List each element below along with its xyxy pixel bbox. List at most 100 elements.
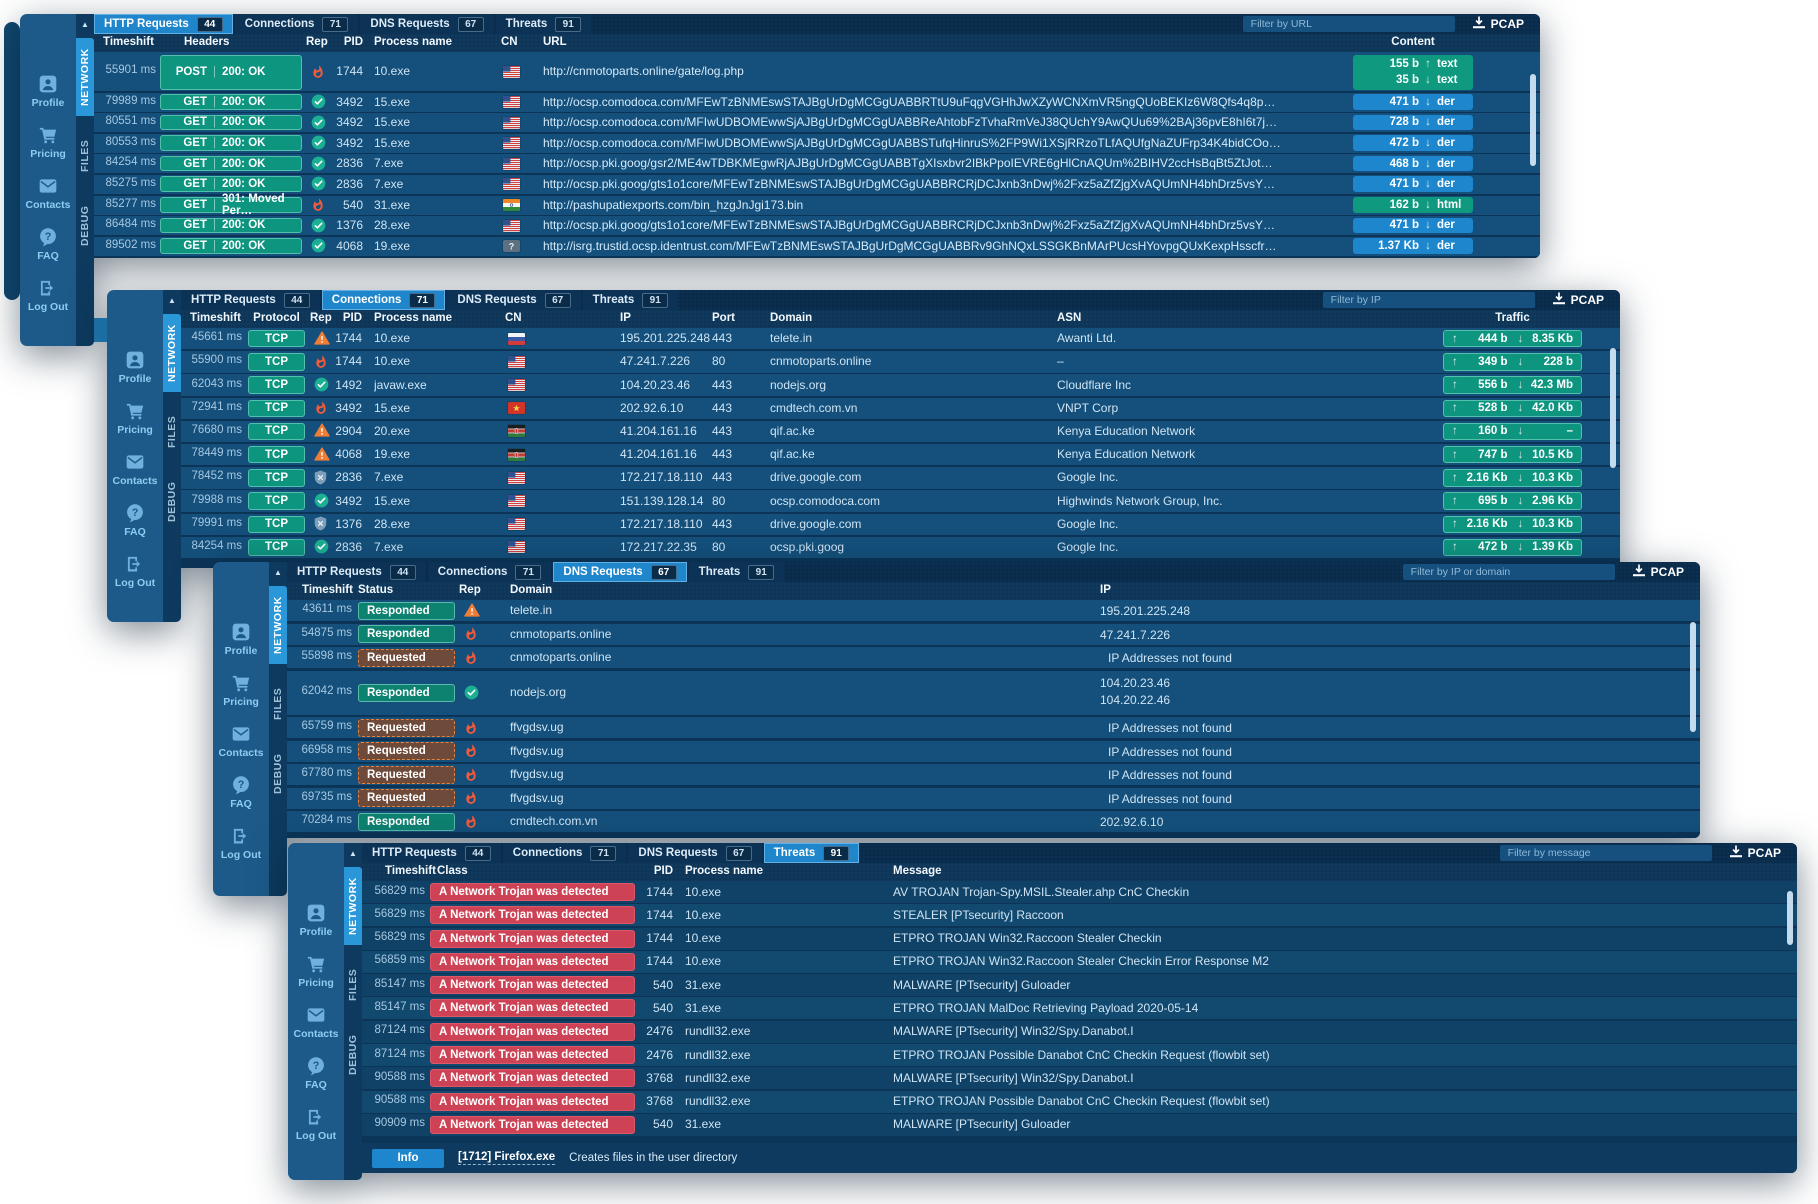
tab-threats[interactable]: Threats 91 bbox=[763, 843, 860, 863]
table-row[interactable]: 80551 ms GET | 200: OK 3492 15.exe http://ocsp… bbox=[94, 113, 1540, 133]
collapse-arrow-icon[interactable]: ▲ bbox=[168, 296, 176, 305]
sidebar-item-profile[interactable]: Profile bbox=[300, 903, 332, 938]
table-row[interactable]: 66958 ms Requested ffvgdsv.ug IP Addresses … bbox=[287, 740, 1700, 762]
sidebar-item-faq[interactable]: ? FAQ bbox=[305, 1056, 327, 1091]
sidebar-item-faq[interactable]: ? FAQ bbox=[230, 775, 252, 810]
sidebar-item-logout[interactable]: Log Out bbox=[115, 554, 155, 589]
table-row[interactable]: 86484 ms GET | 200: OK 1376 28.exe http://ocsp… bbox=[94, 216, 1540, 236]
table-row[interactable]: 84254 ms GET | 200: OK 2836 7.exe http://ocsp.… bbox=[94, 154, 1540, 174]
table-row[interactable]: 45661 ms TCP 1744 10.exe 195.201.225.248 443 t… bbox=[181, 328, 1620, 350]
tab-dns-requests[interactable]: DNS Requests 67 bbox=[553, 562, 687, 582]
tab-http-requests[interactable]: HTTP Requests 44 bbox=[287, 562, 426, 582]
tab-threats[interactable]: Threats 91 bbox=[495, 14, 592, 34]
filter-input[interactable] bbox=[1322, 292, 1535, 308]
table-row[interactable]: 54875 ms Responded cnmotoparts.online 47.24… bbox=[287, 623, 1700, 645]
section-tab-network[interactable]: NETWORK bbox=[344, 867, 362, 945]
section-tab-debug[interactable]: DEBUG bbox=[347, 1034, 359, 1076]
section-tab-files[interactable]: FILES bbox=[347, 968, 359, 1002]
sidebar-item-logout[interactable]: Log Out bbox=[28, 278, 68, 313]
table-row[interactable]: 56829 ms A Network Trojan was detected 174… bbox=[362, 881, 1797, 903]
section-tab-network[interactable]: NETWORK bbox=[269, 586, 287, 664]
table-row[interactable]: 85147 ms A Network Trojan was detected 540… bbox=[362, 997, 1797, 1020]
tab-dns-requests[interactable]: DNS Requests 67 bbox=[628, 843, 762, 863]
table-row[interactable]: 65759 ms Requested ffvgdsv.ug IP Addresses … bbox=[287, 717, 1700, 738]
table-row[interactable]: 89502 ms GET | 200: OK 4068 19.exe? http://isr… bbox=[94, 236, 1540, 256]
table-row[interactable]: 70284 ms Responded cmdtech.com.vn 202.92.6.… bbox=[287, 811, 1700, 832]
table-row[interactable]: 80553 ms GET | 200: OK 3492 15.exe http://ocsp… bbox=[94, 133, 1540, 153]
table-row[interactable]: 78449 ms TCP 4068 19.exe 41.204.161.16 443 qif… bbox=[181, 443, 1620, 466]
table-row[interactable]: 67780 ms Requested ffvgdsv.ug IP Addresses … bbox=[287, 764, 1700, 785]
collapse-arrow-icon[interactable]: ▲ bbox=[81, 20, 89, 29]
scrollbar-thumb[interactable] bbox=[1610, 348, 1616, 468]
info-button[interactable]: Info bbox=[372, 1148, 444, 1168]
table-row[interactable]: 72941 ms TCP 3492 15.exe 202.92.6.10 443 cmdte… bbox=[181, 397, 1620, 419]
table-row[interactable]: 55898 ms Requested cnmotoparts.online IP Ad… bbox=[287, 647, 1700, 668]
table-row[interactable]: 69735 ms Requested ffvgdsv.ug IP Addresses … bbox=[287, 787, 1700, 809]
scrollbar-thumb[interactable] bbox=[1530, 74, 1536, 166]
sidebar-item-profile[interactable]: Profile bbox=[32, 74, 64, 109]
section-tab-debug[interactable]: DEBUG bbox=[272, 753, 284, 795]
table-row[interactable]: 62042 ms Responded nodejs.org 104.20.23.46 1… bbox=[287, 670, 1700, 715]
pcap-download-button[interactable]: PCAP bbox=[1472, 16, 1524, 32]
tab-connections[interactable]: Connections 71 bbox=[427, 562, 552, 582]
table-row[interactable]: 56829 ms A Network Trojan was detected 174… bbox=[362, 904, 1797, 927]
sidebar-item-faq[interactable]: ? FAQ bbox=[37, 227, 59, 262]
tab-connections[interactable]: Connections 71 bbox=[234, 14, 359, 34]
filter-input[interactable] bbox=[1499, 845, 1712, 861]
section-tab-files[interactable]: FILES bbox=[166, 415, 178, 449]
pcap-download-button[interactable]: PCAP bbox=[1552, 292, 1604, 308]
tab-http-requests[interactable]: HTTP Requests 44 bbox=[362, 843, 501, 863]
tab-threats[interactable]: Threats 91 bbox=[582, 290, 679, 310]
pcap-download-button[interactable]: PCAP bbox=[1729, 845, 1781, 861]
tab-threats[interactable]: Threats 91 bbox=[688, 562, 785, 582]
table-row[interactable]: 90909 ms A Network Trojan was detected 540… bbox=[362, 1113, 1797, 1136]
table-row[interactable]: 79988 ms TCP 3492 15.exe 151.139.128.14 80 ocs… bbox=[181, 490, 1620, 512]
collapse-arrow-icon[interactable]: ▲ bbox=[349, 849, 357, 858]
table-row[interactable]: 43611 ms Responded telete.in 195.201.225.24… bbox=[287, 600, 1700, 621]
sidebar-item-logout[interactable]: Log Out bbox=[296, 1107, 336, 1142]
info-process-link[interactable]: [1712] Firefox.exe bbox=[458, 1151, 556, 1165]
table-row[interactable]: 87124 ms A Network Trojan was detected 247… bbox=[362, 1044, 1797, 1067]
section-tab-debug[interactable]: DEBUG bbox=[79, 205, 91, 247]
sidebar-item-pricing[interactable]: Pricing bbox=[223, 673, 259, 708]
tab-http-requests[interactable]: HTTP Requests 44 bbox=[94, 14, 233, 34]
sidebar-item-pricing[interactable]: Pricing bbox=[298, 954, 334, 989]
table-row[interactable]: 78452 ms TCP 2836 7.exe 172.217.18.110 443 dri… bbox=[181, 467, 1620, 489]
tab-dns-requests[interactable]: DNS Requests 67 bbox=[360, 14, 494, 34]
scrollbar-thumb[interactable] bbox=[1690, 622, 1696, 732]
pcap-download-button[interactable]: PCAP bbox=[1632, 564, 1684, 580]
section-tab-files[interactable]: FILES bbox=[79, 139, 91, 173]
section-tab-network[interactable]: NETWORK bbox=[163, 314, 181, 392]
sidebar-item-logout[interactable]: Log Out bbox=[221, 826, 261, 861]
sidebar-item-pricing[interactable]: Pricing bbox=[30, 125, 66, 160]
sidebar-item-faq[interactable]: ? FAQ bbox=[124, 503, 146, 538]
filter-input[interactable] bbox=[1242, 16, 1455, 32]
tab-dns-requests[interactable]: DNS Requests 67 bbox=[447, 290, 581, 310]
table-row[interactable]: 85147 ms A Network Trojan was detected 540… bbox=[362, 974, 1797, 997]
table-row[interactable]: 87124 ms A Network Trojan was detected 247… bbox=[362, 1020, 1797, 1043]
table-row[interactable]: 90588 ms A Network Trojan was detected 376… bbox=[362, 1090, 1797, 1113]
table-row[interactable]: 85277 ms GET | 301: Moved Per… 540 31.exe http… bbox=[94, 193, 1540, 217]
filter-input[interactable] bbox=[1402, 564, 1615, 580]
sidebar-item-profile[interactable]: Profile bbox=[119, 350, 151, 385]
table-row[interactable]: 79991 ms TCP 1376 28.exe 172.217.18.110 443 dr… bbox=[181, 513, 1620, 535]
table-row[interactable]: 56859 ms A Network Trojan was detected 174… bbox=[362, 950, 1797, 973]
table-row[interactable]: 85275 ms GET | 200: OK 2836 7.exe http://ocsp.… bbox=[94, 174, 1540, 194]
collapse-arrow-icon[interactable]: ▲ bbox=[274, 568, 282, 577]
table-row[interactable]: 76680 ms TCP 2904 20.exe 41.204.161.16 443 qif… bbox=[181, 420, 1620, 443]
table-row[interactable]: 90588 ms A Network Trojan was detected 376… bbox=[362, 1067, 1797, 1090]
table-row[interactable]: 84254 ms TCP 2836 7.exe 172.217.22.35 80 ocsp.… bbox=[181, 536, 1620, 559]
table-row[interactable]: 56829 ms A Network Trojan was detected 174… bbox=[362, 927, 1797, 950]
tab-connections[interactable]: Connections 71 bbox=[321, 290, 446, 310]
tab-http-requests[interactable]: HTTP Requests 44 bbox=[181, 290, 320, 310]
sidebar-item-contacts[interactable]: Contacts bbox=[219, 724, 263, 759]
sidebar-item-profile[interactable]: Profile bbox=[225, 622, 257, 657]
table-row[interactable]: 55901 ms POST | 200: OK 1744 10.exe http://cnm… bbox=[94, 52, 1540, 91]
sidebar-item-contacts[interactable]: Contacts bbox=[26, 176, 70, 211]
tab-connections[interactable]: Connections 71 bbox=[502, 843, 627, 863]
table-row[interactable]: 62043 ms TCP 1492 javaw.exe 104.20.23.46 443 n… bbox=[181, 374, 1620, 396]
sidebar-item-pricing[interactable]: Pricing bbox=[117, 401, 153, 436]
table-row[interactable]: 55900 ms TCP 1744 10.exe 47.241.7.226 80 cnmot… bbox=[181, 351, 1620, 373]
table-row[interactable]: 79989 ms GET | 200: OK 3492 15.exe http://ocsp… bbox=[94, 92, 1540, 112]
sidebar-item-contacts[interactable]: Contacts bbox=[113, 452, 157, 487]
